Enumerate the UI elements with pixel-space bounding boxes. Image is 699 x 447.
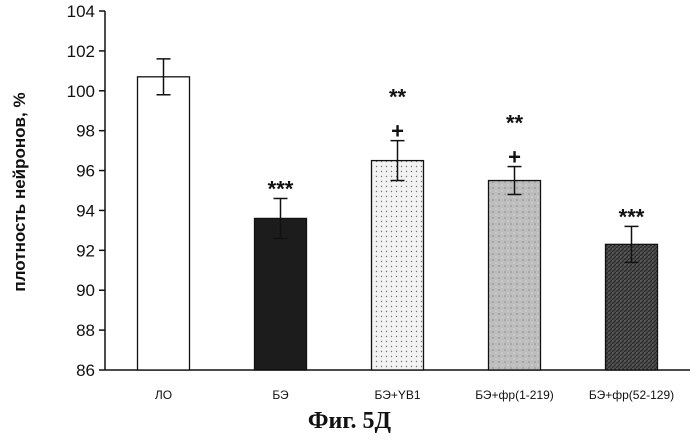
y-tick-label: 100 [67,82,95,101]
y-tick-label: 94 [76,201,95,220]
y-tick-label: 92 [76,241,95,260]
category-label: БЭ+фр(52-129) [589,388,674,402]
bar-1 [253,217,308,371]
significance-mark: ** [506,111,524,136]
significance-mark: + [391,119,404,144]
category-label: БЭ+YB1 [374,388,420,402]
category-label: БЭ [272,388,289,402]
category-label: ЛО [155,388,172,402]
y-tick-label: 90 [76,281,95,300]
category-label: БЭ+фр(1-219) [475,388,554,402]
y-tick-label: 86 [76,361,95,380]
bar-2 [370,159,425,371]
bar-4 [604,243,659,371]
y-tick-label: 102 [67,42,95,61]
bar-3 [487,179,542,371]
labels: ЛО БЭ *** БЭ+YB1 + ** БЭ+фр(1-219) + ** БЭ+фр(52-… [155,85,674,402]
y-tick-label: 104 [67,2,95,21]
axes: 86 88 90 92 94 96 98 100 102 104 [67,2,690,380]
y-axis-title: плотность нейронов, % [10,92,29,291]
y-tick-label: 98 [76,122,95,141]
bar-0 [136,76,191,371]
significance-mark: + [508,145,521,170]
significance-mark: *** [268,176,294,201]
significance-mark: ** [389,85,407,110]
figure-caption: Фиг. 5Д [307,408,392,434]
y-tick-label: 96 [76,162,95,181]
y-tick-label: 88 [76,321,95,340]
bar-chart: 86 88 90 92 94 96 98 100 102 104 ЛО БЭ *** БЭ+YB1 + **… [10,2,690,402]
bars [136,58,659,371]
significance-mark: *** [619,204,645,229]
